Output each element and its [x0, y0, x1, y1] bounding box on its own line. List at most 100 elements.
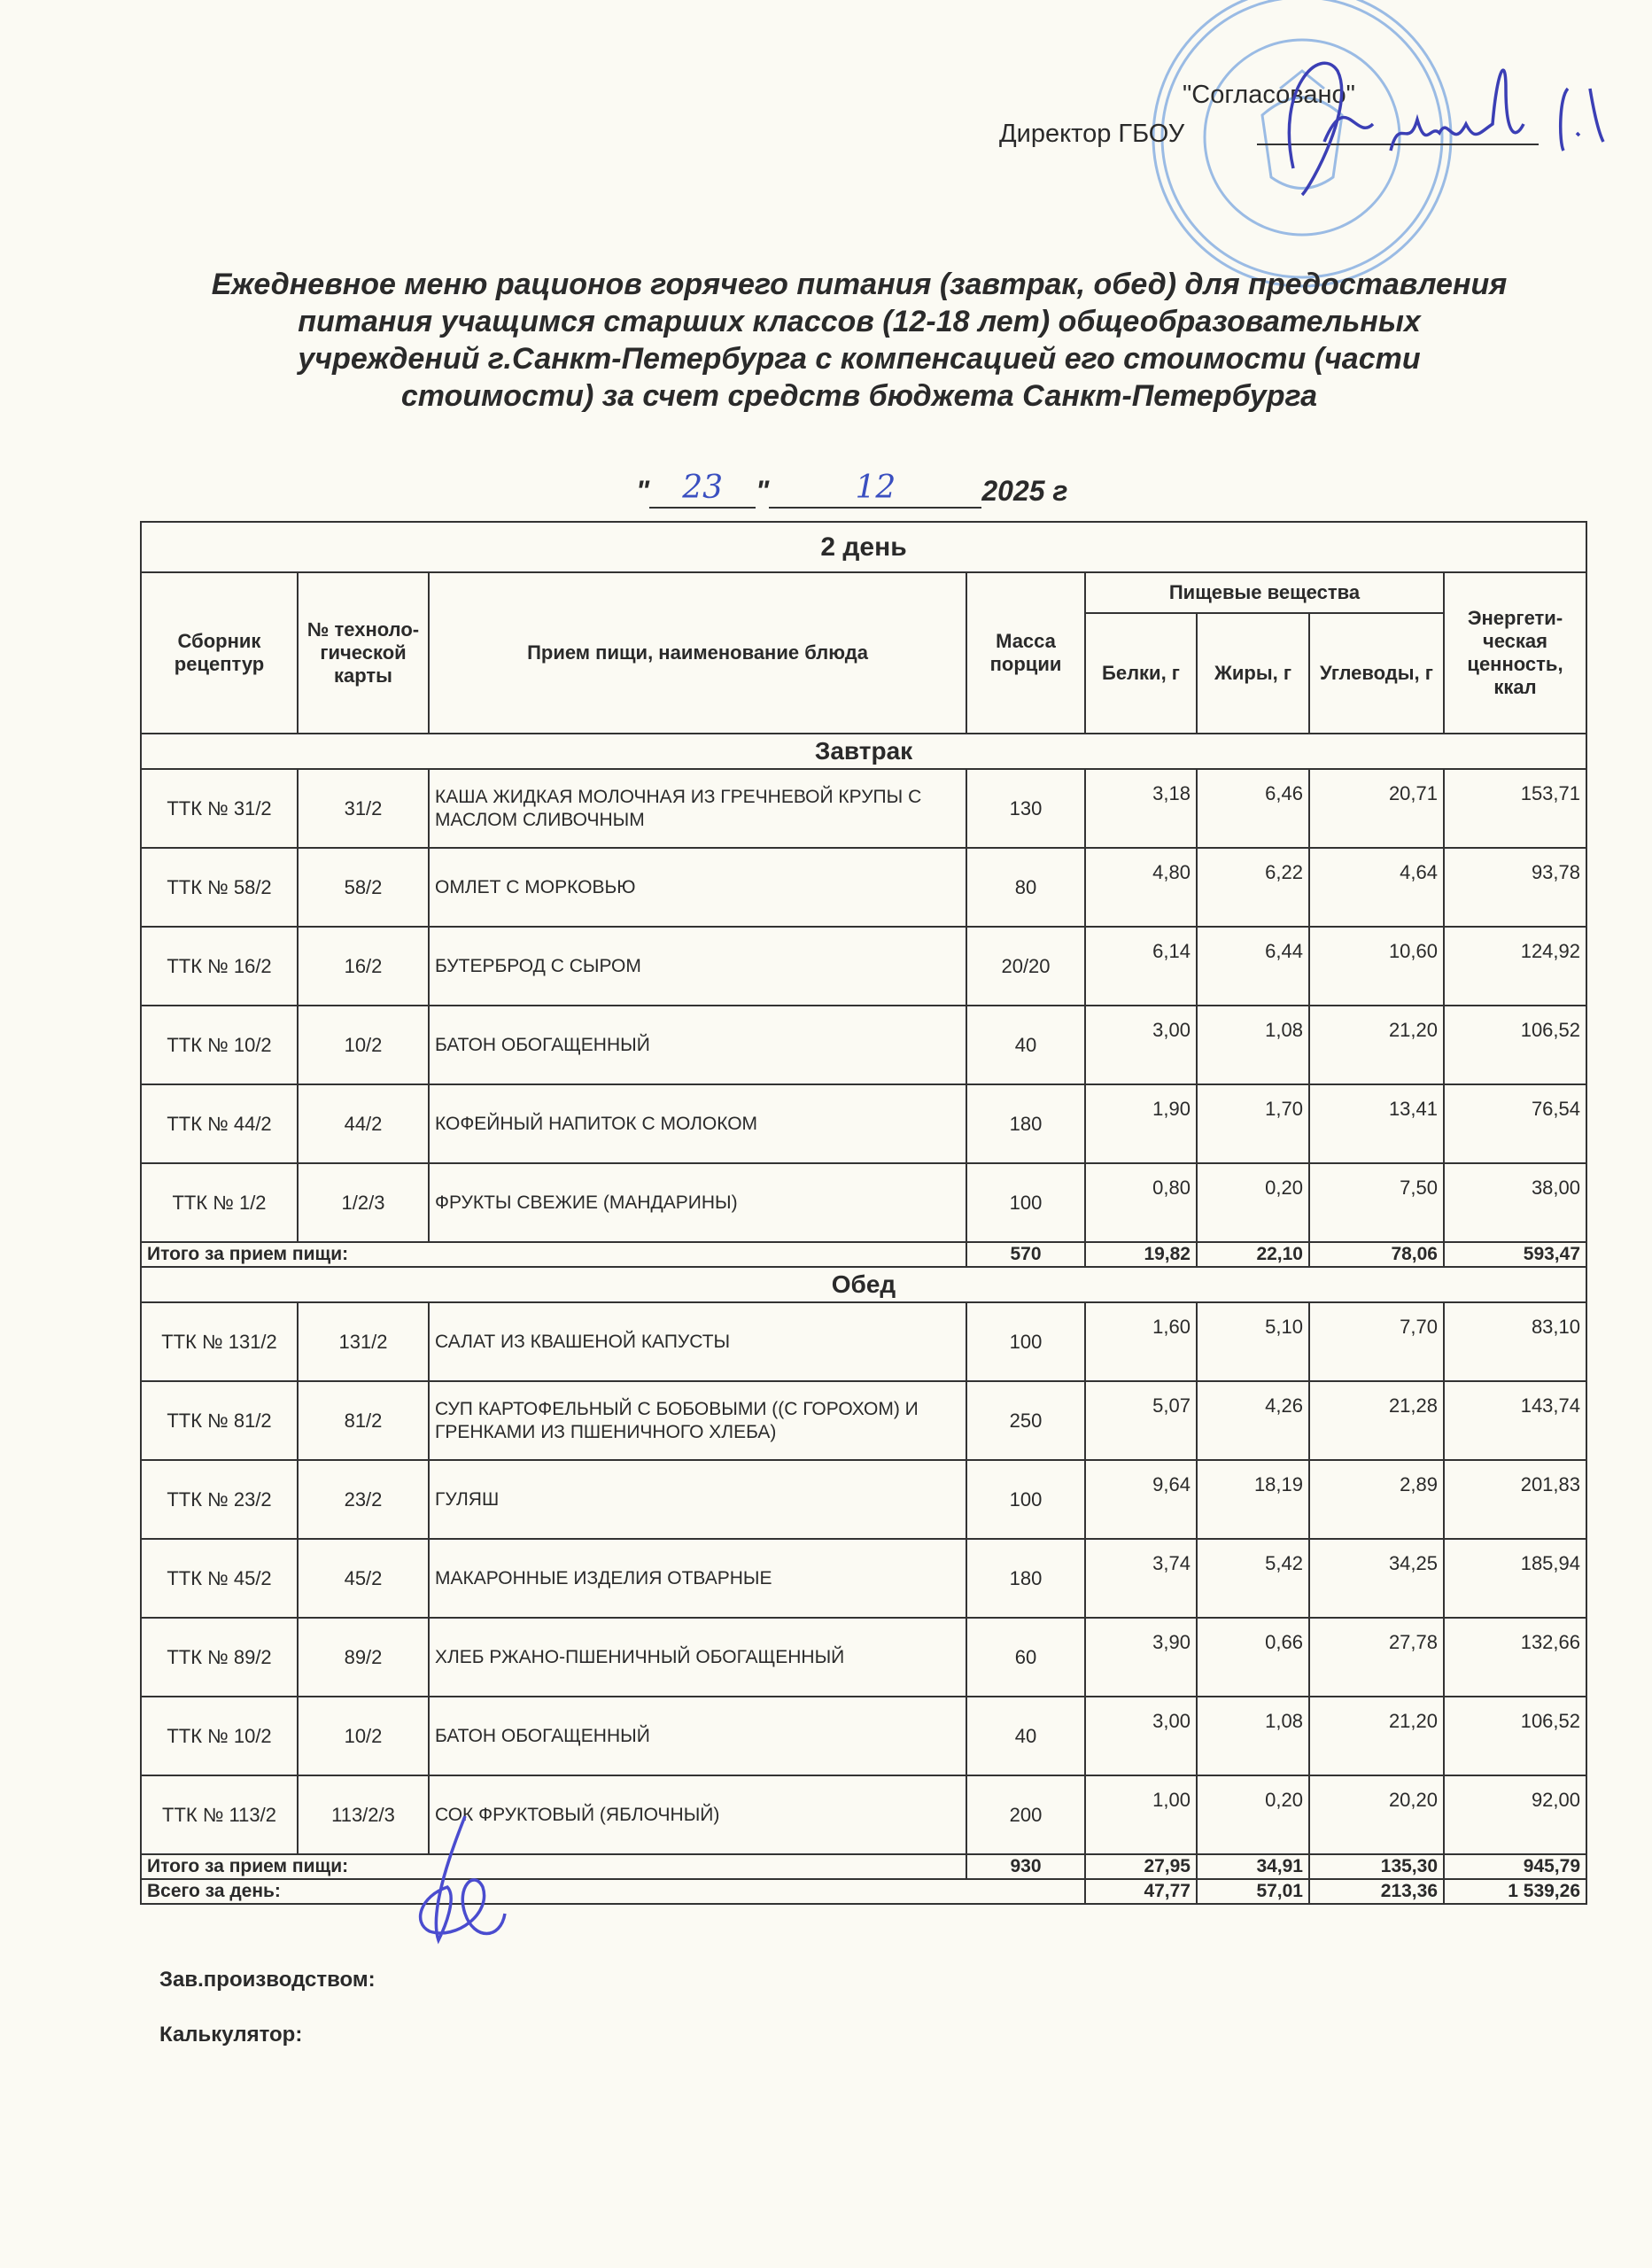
total-mass-cell: 570	[966, 1241, 1086, 1268]
card-no-cell: 31/2	[297, 768, 430, 849]
meal-total-row: Итого за прием пищи: 570 19,82 22,10 78,06 59…	[140, 1241, 1587, 1268]
collection-cell: ТТК № 44/2	[140, 1084, 299, 1164]
proteins-cell: 3,00	[1084, 1696, 1198, 1776]
table-row: ТТК № 16/2 16/2 БУТЕРБРОД С СЫРОМ 20/20 6,14…	[140, 926, 1587, 1006]
carbs-cell: 27,78	[1308, 1617, 1445, 1697]
proteins-cell: 9,64	[1084, 1459, 1198, 1540]
title-line: учреждений г.Санкт-Петербурга с компенса…	[298, 342, 1421, 376]
card-no-cell: 131/2	[297, 1301, 430, 1382]
section-title: Завтрак	[140, 733, 1587, 770]
document-title: Ежедневное меню рационов горячего питани…	[106, 266, 1612, 415]
proteins-cell: 5,07	[1084, 1380, 1198, 1461]
meal-total-row: Итого за прием пищи: 930 27,95 34,91 135,30 9…	[140, 1853, 1587, 1880]
energy-cell: 201,83	[1443, 1459, 1587, 1540]
collection-cell: ТТК № 1/2	[140, 1162, 299, 1243]
carbs-cell: 20,71	[1308, 768, 1445, 849]
title-line: стоимости) за счет средств бюджета Санкт…	[400, 379, 1318, 413]
total-carbs-cell: 135,30	[1308, 1853, 1445, 1880]
dish-name-cell: БАТОН ОБОГАЩЕННЫЙ	[428, 1005, 967, 1085]
energy-cell: 83,10	[1443, 1301, 1587, 1382]
table-row: ТТК № 113/2 113/2/3 СОК ФРУКТОВЫЙ (ЯБЛОЧНЫ…	[140, 1775, 1587, 1855]
table-row: ТТК № 10/2 10/2 БАТОН ОБОГАЩЕННЫЙ 40 3,00 1,0…	[140, 1696, 1587, 1776]
fats-cell: 1,08	[1196, 1005, 1310, 1085]
date-month: 12	[769, 470, 982, 509]
mass-cell: 40	[966, 1696, 1086, 1776]
header-energy: Энергети-ческая ценность, ккал	[1443, 571, 1587, 734]
total-fats-cell: 22,10	[1196, 1241, 1310, 1268]
day-total-label: Всего за день:	[140, 1878, 1086, 1905]
day-total-fats-cell: 57,01	[1196, 1878, 1310, 1905]
carbs-cell: 21,20	[1308, 1696, 1445, 1776]
day-total-energy-cell: 1 539,26	[1443, 1878, 1587, 1905]
day-total-row: Всего за день: 47,77 57,01 213,36 1 539,26	[140, 1878, 1587, 1905]
energy-cell: 92,00	[1443, 1775, 1587, 1855]
mass-cell: 40	[966, 1005, 1086, 1085]
date-quote: "	[636, 475, 650, 507]
menu-table: 2 день Сборник рецептур № техноло-гическ…	[140, 521, 1587, 1905]
table-row: ТТК № 131/2 131/2 САЛАТ ИЗ КВАШЕНОЙ КАПУСТ…	[140, 1301, 1587, 1382]
fats-cell: 5,42	[1196, 1538, 1310, 1619]
card-no-cell: 58/2	[297, 847, 430, 928]
carbs-cell: 4,64	[1308, 847, 1445, 928]
fats-cell: 0,66	[1196, 1617, 1310, 1697]
mass-cell: 180	[966, 1084, 1086, 1164]
proteins-cell: 0,80	[1084, 1162, 1198, 1243]
energy-cell: 93,78	[1443, 847, 1587, 928]
header-fats: Жиры, г	[1196, 612, 1310, 734]
mass-cell: 100	[966, 1301, 1086, 1382]
collection-cell: ТТК № 89/2	[140, 1617, 299, 1697]
meal-total-label: Итого за прием пищи:	[140, 1853, 967, 1880]
fats-cell: 5,10	[1196, 1301, 1310, 1382]
energy-cell: 124,92	[1443, 926, 1587, 1006]
table-row: ТТК № 44/2 44/2 КОФЕЙНЫЙ НАПИТОК С МОЛОКОМ…	[140, 1084, 1587, 1164]
card-no-cell: 10/2	[297, 1696, 430, 1776]
mass-cell: 180	[966, 1538, 1086, 1619]
energy-cell: 132,66	[1443, 1617, 1587, 1697]
section-title: Обед	[140, 1266, 1587, 1303]
date-quote: "	[756, 475, 770, 507]
production-manager-label: Зав.производством:	[159, 1968, 376, 1992]
official-stamp	[1152, 0, 1453, 288]
document-date: " 23 " 12 2025 г	[636, 470, 1612, 509]
fats-cell: 0,20	[1196, 1775, 1310, 1855]
table-row: ТТК № 58/2 58/2 ОМЛЕТ С МОРКОВЬЮ 80 4,80 6,22…	[140, 847, 1587, 928]
energy-cell: 153,71	[1443, 768, 1587, 849]
document-body: Ежедневное меню рационов горячего питани…	[106, 266, 1612, 2048]
proteins-cell: 3,00	[1084, 1005, 1198, 1085]
card-no-cell: 23/2	[297, 1459, 430, 1540]
header-carbs: Углеводы, г	[1308, 612, 1445, 734]
collection-cell: ТТК № 113/2	[140, 1775, 299, 1855]
mass-cell: 100	[966, 1162, 1086, 1243]
mass-cell: 100	[966, 1459, 1086, 1540]
total-energy-cell: 945,79	[1443, 1853, 1587, 1880]
card-no-cell: 16/2	[297, 926, 430, 1006]
dish-name-cell: СОК ФРУКТОВЫЙ (ЯБЛОЧНЫЙ)	[428, 1775, 967, 1855]
section-row: Обед	[140, 1266, 1587, 1303]
date-year: 2025 г	[981, 475, 1068, 507]
total-energy-cell: 593,47	[1443, 1241, 1587, 1268]
section-row: Завтрак	[140, 733, 1587, 770]
fats-cell: 6,44	[1196, 926, 1310, 1006]
proteins-cell: 3,18	[1084, 768, 1198, 849]
dish-name-cell: СУП КАРТОФЕЛЬНЫЙ С БОБОВЫМИ ((С ГОРОХОМ)…	[428, 1380, 967, 1461]
collection-cell: ТТК № 131/2	[140, 1301, 299, 1382]
header-proteins: Белки, г	[1084, 612, 1198, 734]
day-total-proteins-cell: 47,77	[1084, 1878, 1198, 1905]
carbs-cell: 2,89	[1308, 1459, 1445, 1540]
mass-cell: 20/20	[966, 926, 1086, 1006]
carbs-cell: 34,25	[1308, 1538, 1445, 1619]
collection-cell: ТТК № 45/2	[140, 1538, 299, 1619]
total-proteins-cell: 19,82	[1084, 1241, 1198, 1268]
dish-name-cell: КОФЕЙНЫЙ НАПИТОК С МОЛОКОМ	[428, 1084, 967, 1164]
total-carbs-cell: 78,06	[1308, 1241, 1445, 1268]
dish-name-cell: ФРУКТЫ СВЕЖИЕ (МАНДАРИНЫ)	[428, 1162, 967, 1243]
approval-block: "Согласовано" Директор ГБОУ	[999, 80, 1566, 149]
table-row: ТТК № 45/2 45/2 МАКАРОННЫЕ ИЗДЕЛИЯ ОТВАРНЫ…	[140, 1538, 1587, 1619]
fats-cell: 6,22	[1196, 847, 1310, 928]
dish-name-cell: ХЛЕБ РЖАНО-ПШЕНИЧНЫЙ ОБОГАЩЕННЫЙ	[428, 1617, 967, 1697]
day-total-carbs-cell: 213,36	[1308, 1878, 1445, 1905]
dish-name-cell: ОМЛЕТ С МОРКОВЬЮ	[428, 847, 967, 928]
table-row: ТТК № 23/2 23/2 ГУЛЯШ 100 9,64 18,19 2,89 201,8…	[140, 1459, 1587, 1540]
proteins-cell: 6,14	[1084, 926, 1198, 1006]
carbs-cell: 10,60	[1308, 926, 1445, 1006]
